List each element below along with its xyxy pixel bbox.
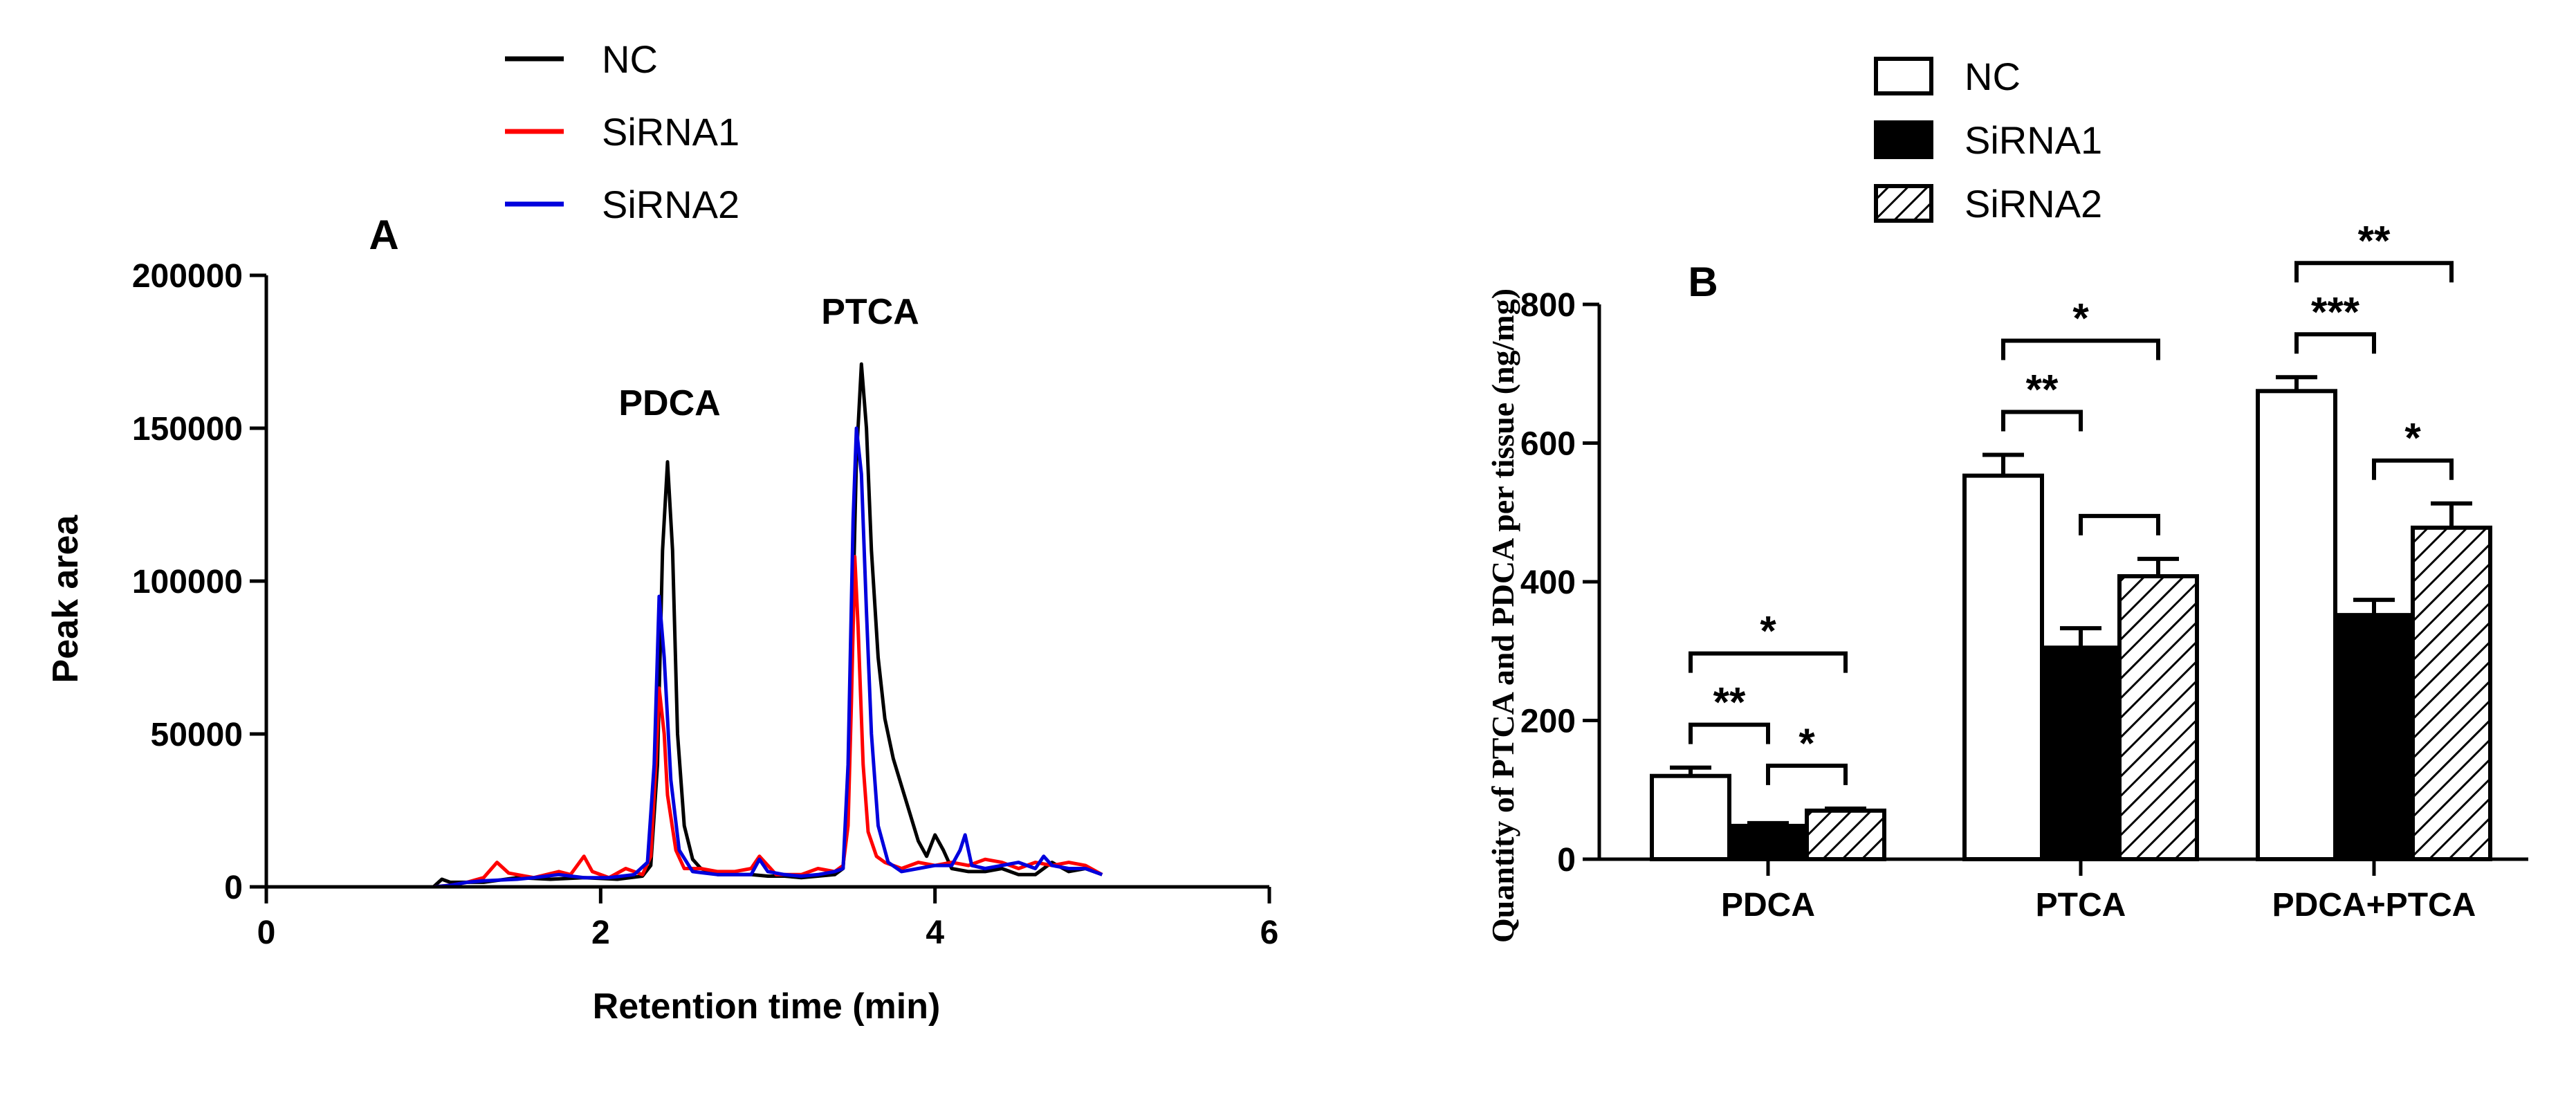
legend-swatch-sirna2 (1874, 184, 1933, 223)
y-tick-label: 800 (1520, 287, 1576, 324)
significance-label: *** (2311, 288, 2360, 335)
significance-label: * (1760, 608, 1776, 654)
legend-label-nc: NC (1965, 55, 2021, 98)
panel-b-axes: 0 200 400 600 800 PDCA PTCA PDCA+PTCA (1520, 287, 2528, 924)
y-tick-label: 200 (1520, 704, 1576, 740)
bar-pdca-ptca-sirna1 (2333, 613, 2415, 861)
significance-bracket-pdca-nc-sirna2 (1689, 651, 1848, 673)
significance-bracket-ptca-nc-sirna2 (2001, 338, 2160, 360)
panel-a-axes: 0 2 4 6 0 50000 100000 150000 200000 (132, 258, 1279, 951)
y-tick-label: 50000 (151, 717, 243, 753)
x-tick-label: 0 (257, 915, 276, 951)
x-tick-label-pdca: PDCA (1721, 887, 1815, 924)
legend-label-sirna1: SiRNA1 (1965, 118, 2102, 162)
panel-a-line-chart: NC SiRNA1 SiRNA2 A PDCA PTCA 0 2 4 6 0 50000 100… (46, 37, 1278, 1027)
annotation-ptca: PTCA (821, 292, 919, 332)
significance-bracket-ptca-sirna1-sirna2 (2079, 513, 2160, 535)
panel-a-y-axis-label: Peak area (46, 514, 86, 683)
legend-label-sirna2: SiRNA2 (602, 183, 739, 226)
panel-b-legend: NC SiRNA1 SiRNA2 (1874, 55, 2102, 226)
panel-b-bars (1650, 389, 2492, 862)
bar-pdca-nc (1650, 773, 1731, 861)
panel-b-significance-brackets: ************* (1689, 217, 2454, 785)
legend-label-sirna1: SiRNA1 (602, 110, 739, 154)
panel-a-label: A (369, 212, 398, 258)
panel-b-error-bars (1670, 375, 2472, 826)
bar-ptca-sirna2 (2117, 573, 2199, 861)
bar-ptca-sirna1 (2040, 645, 2122, 861)
bar-pdca-ptca-sirna2 (2411, 525, 2492, 861)
x-tick-label: 4 (926, 915, 944, 951)
significance-label: ** (2026, 367, 2059, 413)
y-tick-label: 600 (1520, 426, 1576, 463)
legend-swatch-sirna1 (1874, 120, 1933, 159)
y-tick-label: 150000 (132, 411, 243, 448)
legend-label-sirna2: SiRNA2 (1965, 182, 2102, 226)
bar-pdca-sirna1 (1727, 823, 1809, 862)
significance-label: ** (1713, 679, 1746, 726)
significance-bracket-pdca-ptca-nc-sirna1 (2294, 332, 2376, 354)
panel-a-legend: NC SiRNA1 SiRNA2 (505, 37, 739, 226)
panel-a-x-axis-label: Retention time (min) (593, 986, 941, 1027)
significance-label: * (2404, 415, 2421, 461)
significance-bracket-pdca-nc-sirna1 (1689, 722, 1770, 744)
significance-bracket-pdca-ptca-sirna1-sirna2 (2372, 458, 2454, 480)
panel-b-y-axis-label: Quantity of PTCA and PDCA per tissue (ng… (1485, 288, 1520, 943)
x-tick-label: 2 (591, 915, 610, 951)
significance-label: * (1798, 720, 1815, 766)
annotation-pdca: PDCA (618, 383, 720, 423)
x-tick-label-pdca-ptca: PDCA+PTCA (2272, 887, 2476, 924)
y-tick-label: 0 (224, 870, 243, 906)
bar-pdca-ptca-nc (2256, 389, 2337, 861)
series-line-sirna1 (266, 555, 1103, 889)
series-line-nc (266, 362, 1103, 889)
bar-ptca-nc (1962, 473, 2044, 861)
x-tick-label-ptca: PTCA (2036, 887, 2126, 924)
legend-swatch-nc (1874, 57, 1933, 95)
significance-label: ** (2358, 217, 2391, 264)
panel-a-series-lines (266, 362, 1103, 889)
y-tick-label: 100000 (132, 564, 243, 600)
panel-b-label: B (1688, 259, 1718, 305)
legend-label-nc: NC (602, 37, 658, 81)
y-tick-label: 400 (1520, 564, 1576, 601)
bar-pdca-sirna2 (1805, 808, 1886, 861)
series-line-sirna2 (266, 426, 1103, 889)
x-tick-label: 6 (1260, 915, 1279, 951)
significance-bracket-pdca-sirna1-sirna2 (1766, 763, 1848, 785)
y-tick-label: 200000 (132, 258, 243, 295)
y-tick-label: 0 (1557, 842, 1576, 879)
significance-bracket-ptca-nc-sirna1 (2001, 410, 2083, 432)
significance-label: * (2072, 295, 2089, 342)
panel-a-peak-annotations: PDCA PTCA (618, 292, 919, 423)
significance-bracket-pdca-ptca-nc-sirna2 (2294, 261, 2454, 283)
